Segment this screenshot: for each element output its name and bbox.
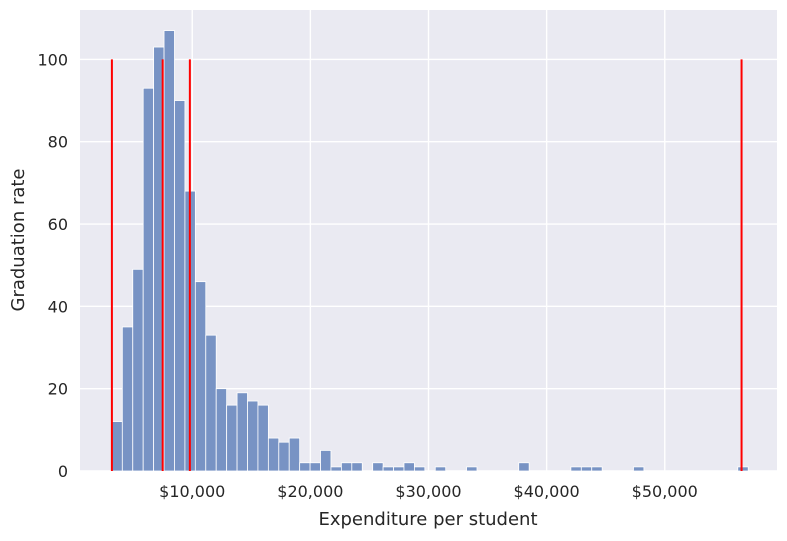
y-tick-label: 20	[48, 380, 68, 399]
histogram-bar	[132, 268, 144, 472]
histogram-bar	[205, 334, 217, 472]
histogram-bar	[372, 462, 384, 472]
y-tick-label: 40	[48, 297, 68, 316]
y-tick-label: 100	[37, 50, 68, 69]
histogram-bar	[570, 466, 582, 472]
histogram-bar	[174, 100, 186, 472]
histogram-bar	[330, 466, 342, 472]
histogram-bar	[278, 441, 290, 472]
histogram-bar	[111, 421, 123, 472]
histogram-bar	[267, 437, 280, 472]
histogram-bar	[215, 388, 228, 472]
histogram-bar	[393, 466, 405, 472]
x-tick-label: $20,000	[277, 482, 343, 501]
histogram-bar	[382, 466, 394, 472]
histogram-bar	[580, 466, 593, 472]
histogram-bar	[351, 462, 363, 472]
y-tick-label: 60	[48, 215, 68, 234]
histogram-bar	[434, 466, 447, 472]
x-tick-label: $50,000	[632, 482, 698, 501]
histogram-bar	[518, 462, 530, 472]
histogram-bar	[247, 400, 259, 472]
x-tick-labels: $10,000 $20,000 $30,000 $40,000 $50,000	[159, 482, 698, 501]
x-tick-label: $10,000	[159, 482, 225, 501]
x-axis-label: Expenditure per student	[318, 509, 537, 530]
histogram-bar	[737, 466, 749, 472]
histogram-bar	[309, 462, 321, 472]
y-tick-labels: 0 20 40 60 80 100	[37, 50, 68, 481]
histogram-bar	[414, 466, 426, 472]
histogram-bar	[299, 462, 311, 472]
y-tick-label: 80	[48, 133, 68, 152]
histogram-bar	[257, 404, 269, 472]
histogram-bar	[633, 466, 645, 472]
histogram-bar	[340, 462, 353, 472]
histogram-bar	[591, 466, 603, 472]
reference-lines	[110, 59, 743, 471]
histogram-bar	[194, 281, 207, 472]
x-tick-label: $40,000	[514, 482, 580, 501]
histogram-bar	[320, 450, 332, 472]
histogram-bar	[142, 87, 155, 472]
y-tick-label: 0	[58, 462, 68, 481]
histogram-bar	[163, 30, 175, 472]
histogram-bar	[226, 404, 238, 472]
histogram-bar	[121, 326, 134, 472]
histogram-bar	[403, 462, 415, 472]
histogram-bar	[236, 392, 248, 472]
histogram-bar	[288, 437, 301, 472]
y-axis-label: Graduation rate	[8, 168, 29, 311]
x-tick-label: $30,000	[395, 482, 461, 501]
histogram-bar	[466, 466, 478, 472]
